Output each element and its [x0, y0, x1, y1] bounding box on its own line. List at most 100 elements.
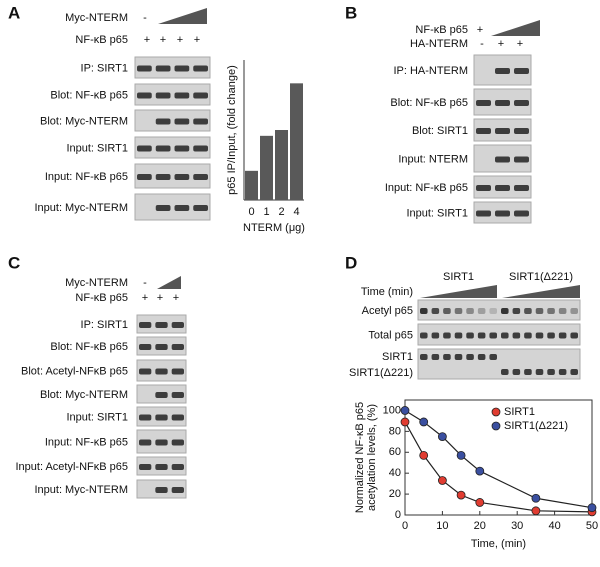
blot-label: Input: NF-κB p65: [45, 171, 128, 183]
blot-band: [155, 368, 168, 375]
y-axis-label: p65 IP/Input, (fold change): [226, 65, 238, 195]
data-point: [587, 503, 597, 513]
blot-band: [155, 439, 168, 446]
blot-label: Input: SIRT1: [66, 142, 128, 154]
x-tick-label: 2: [278, 206, 284, 218]
blot-band: [193, 92, 208, 99]
condition-sign: +: [142, 292, 148, 304]
blot-band: [139, 322, 152, 328]
blot-image: [417, 299, 581, 321]
blot-band: [174, 65, 190, 72]
bar: [260, 135, 273, 200]
data-point: [456, 451, 466, 460]
blot-band: [570, 369, 578, 375]
blot-band: [514, 156, 529, 163]
blot-band: [193, 145, 208, 152]
blot-band: [476, 128, 491, 134]
blot-label: Blot: Acetyl-NFκB p65: [21, 365, 128, 377]
legend-label: SIRT1(Δ221): [504, 420, 568, 432]
blot-band: [443, 308, 451, 314]
y-tick-label: 0: [395, 509, 401, 521]
series-line: [404, 421, 593, 513]
blot-image: [134, 56, 211, 79]
blot-band: [171, 487, 184, 493]
group-label: SIRT1: [443, 271, 474, 283]
condition-sign: +: [157, 292, 163, 304]
data-point: [531, 506, 541, 516]
blot-band: [476, 100, 491, 106]
blot-label: Input: NTERM: [398, 153, 468, 165]
blot-band: [155, 205, 171, 211]
blot-band: [431, 308, 440, 314]
blot-label: Blot: Myc-NTERM: [40, 115, 128, 127]
blot-band: [466, 354, 474, 360]
blot-band: [501, 308, 509, 314]
blot-band: [501, 332, 509, 339]
blot-label: IP: HA-NTERM: [393, 65, 468, 77]
blot-label: Input: Acetyl-NFκB p65: [16, 461, 129, 473]
condition-label: NF-κB p65: [75, 292, 128, 304]
blot-band: [570, 308, 578, 314]
blot-label: Input: NF-κB p65: [45, 436, 128, 448]
blot-band: [137, 65, 152, 72]
blot-label: Input: Myc-NTERM: [34, 202, 128, 214]
blot-band: [512, 369, 521, 375]
blot-band: [155, 344, 168, 350]
blot-band: [512, 308, 521, 314]
x-tick-label: 10: [436, 520, 448, 532]
blot-band: [443, 354, 451, 360]
blot-band: [155, 322, 168, 328]
data-point: [400, 417, 410, 427]
data-point: [437, 476, 447, 485]
blot-band: [454, 332, 463, 339]
blot-band: [155, 487, 168, 493]
blot-band: [454, 354, 463, 360]
blot-band: [174, 205, 190, 211]
y-tick-label: 20: [389, 488, 401, 500]
condition-label: NF-κB p65: [75, 34, 128, 46]
blot-image: [134, 83, 211, 106]
blot-band: [171, 392, 184, 398]
blot-label: IP: SIRT1: [81, 319, 128, 331]
data-point: [419, 417, 429, 427]
x-tick-label: 0: [248, 206, 254, 218]
blot-band: [512, 332, 521, 339]
blot-image: [417, 323, 581, 346]
blot-band: [155, 414, 168, 421]
blot-band: [514, 210, 529, 217]
blot-band: [155, 118, 171, 125]
blot-band: [174, 118, 190, 125]
blot-band: [489, 354, 497, 360]
time-ramp: [420, 285, 497, 298]
blot-band: [547, 308, 555, 314]
x-tick-label: 50: [586, 520, 598, 532]
blot-band: [547, 369, 555, 375]
blot-band: [489, 332, 497, 339]
blot-band: [193, 118, 208, 125]
blot-band: [155, 65, 171, 72]
y-tick-label: 60: [389, 446, 401, 458]
blot-band: [489, 308, 497, 314]
condition-sign: +: [177, 34, 183, 46]
data-point: [437, 432, 447, 441]
blot-label: Blot: NF-κB p65: [50, 89, 128, 101]
y-tick-label: 100: [383, 404, 401, 416]
panel-letter: A: [8, 3, 20, 22]
condition-sign: +: [477, 24, 483, 36]
data-point: [475, 498, 485, 507]
blot-band: [524, 369, 532, 375]
blot-band: [514, 100, 529, 106]
blot-band: [174, 145, 190, 152]
blot-label: Input: SIRT1: [406, 207, 468, 219]
blot-band: [476, 185, 491, 191]
x-tick-label: 0: [402, 520, 408, 532]
blot-band: [558, 308, 567, 314]
data-point: [400, 406, 410, 415]
blot-band: [535, 332, 544, 339]
condition-label: HA-NTERM: [410, 38, 468, 50]
data-point: [531, 493, 541, 503]
blot-band: [477, 332, 486, 339]
x-axis-label: NTERM (μg): [243, 222, 305, 234]
plot-frame: [404, 399, 593, 516]
